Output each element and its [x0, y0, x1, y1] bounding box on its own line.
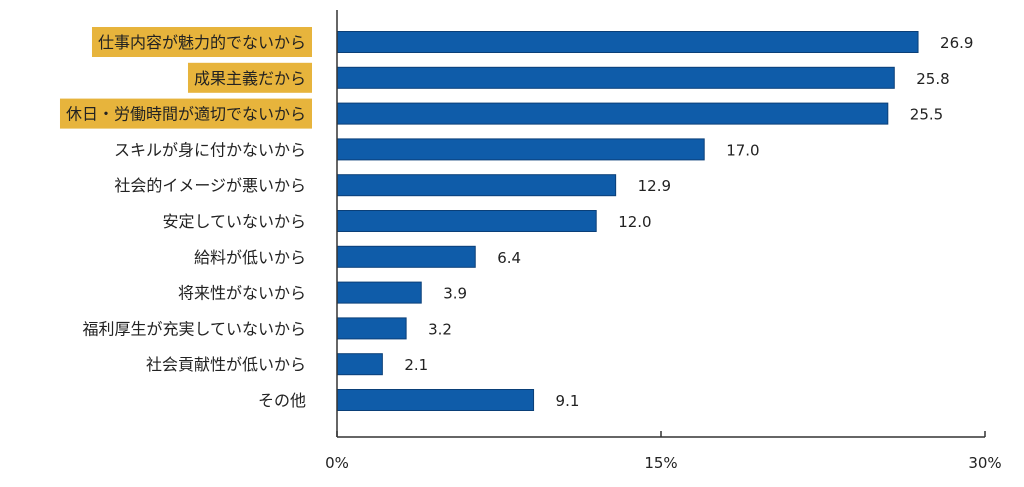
bar-value-label: 26.9: [940, 34, 973, 52]
category-labels-layer: 仕事内容が魅力的でないから成果主義だから休日・労働時間が適切でないからスキルが身…: [59, 27, 312, 410]
category-label: 将来性がないから: [178, 284, 306, 303]
bar-value-label: 25.5: [910, 106, 943, 124]
bars-layer: 26.9 25.8 25.5 17.0 12.9 12.0 6.4 3.9 3.22.1 9.1: [336, 31, 973, 411]
bar: [336, 353, 383, 376]
category-label: 社会的イメージが悪いから: [114, 176, 306, 195]
category-label: スキルが身に付かないから: [114, 140, 306, 159]
bar: [336, 174, 617, 197]
bar: [336, 317, 407, 340]
bar-value-label: 12.0: [618, 213, 651, 231]
bar-value-label: 3.2: [428, 320, 452, 338]
category-label: 給料が低いから: [194, 248, 306, 267]
bar-value-label: 2.1: [404, 356, 428, 374]
bar: [336, 281, 422, 304]
bar: [336, 210, 597, 232]
x-tick-label: 15%: [644, 454, 677, 472]
bar: [336, 245, 476, 268]
bar: [336, 31, 919, 53]
category-label-highlight: [187, 62, 312, 93]
category-label: 安定していないから: [162, 212, 306, 231]
bar-value-label: 12.9: [638, 177, 671, 195]
category-label-highlight: [91, 27, 312, 57]
category-label: 休日・労働時間が適切でないから: [66, 105, 306, 124]
bar-value-label: 9.1: [556, 392, 580, 410]
bar-value-label: 17.0: [726, 141, 759, 159]
category-label: 社会貢献性が低いから: [146, 355, 306, 374]
bar: [336, 389, 535, 411]
bar-value-label: 3.9: [443, 285, 467, 303]
category-label: 成果主義だから: [194, 69, 306, 88]
x-tick-label: 30%: [968, 454, 1001, 472]
category-label: 福利厚生が充実していないから: [82, 319, 306, 338]
category-label: 仕事内容が魅力的でないから: [98, 33, 306, 52]
axes-layer: 0% 15% 30%: [325, 10, 1002, 472]
bar: [336, 138, 705, 161]
category-label: その他: [258, 391, 306, 410]
bar-value-label: 25.8: [916, 70, 949, 88]
category-label-highlight: [59, 98, 312, 129]
bar-value-label: 6.4: [497, 249, 521, 267]
x-tick-label: 0%: [325, 454, 349, 472]
bar: [336, 66, 895, 89]
bar: [336, 102, 889, 125]
